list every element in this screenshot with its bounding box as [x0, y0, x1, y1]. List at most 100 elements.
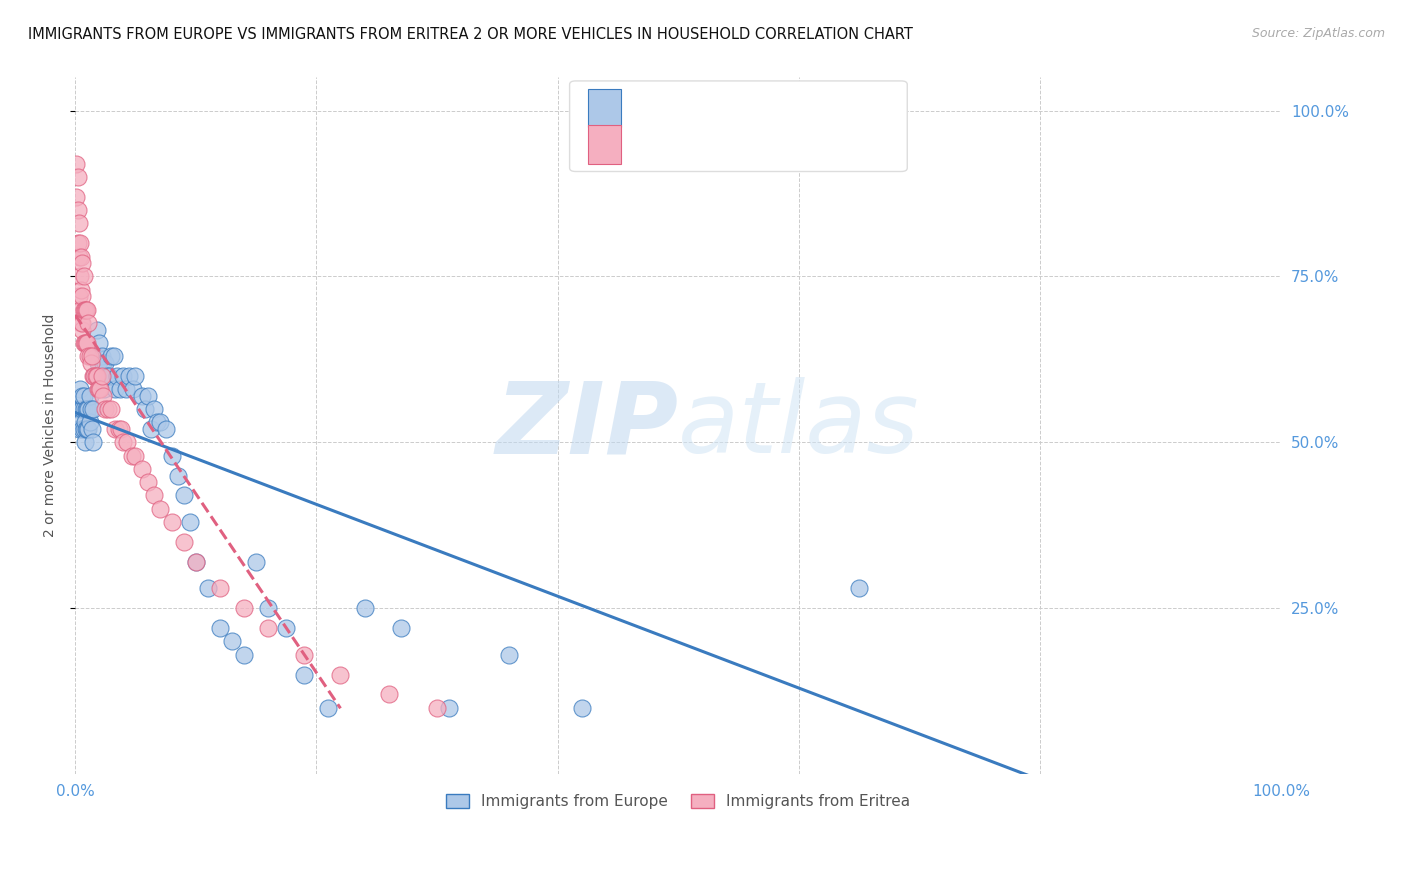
Point [80, 349, 103, 363]
Point [73, 302, 96, 317]
Point [77, 402, 100, 417]
Point [100, 349, 122, 363]
Point [79, 389, 101, 403]
Point [76, 402, 98, 417]
Point [149, 501, 172, 516]
Point [72, 422, 94, 436]
Point [70, 402, 93, 417]
Point [72, 402, 94, 417]
Point [72, 256, 94, 270]
Point [173, 535, 195, 549]
Point [90, 369, 112, 384]
Legend: Immigrants from Europe, Immigrants from Eritrea: Immigrants from Europe, Immigrants from … [440, 788, 917, 815]
Point [91, 356, 114, 370]
Point [848, 582, 870, 596]
Point [65, 157, 87, 171]
Text: N = 77: N = 77 [769, 95, 831, 113]
Point [70, 283, 93, 297]
Point [160, 449, 183, 463]
Point [89, 382, 111, 396]
Point [329, 667, 352, 681]
Point [377, 688, 399, 702]
Point [82, 402, 104, 417]
Point [72, 335, 94, 350]
Point [124, 369, 146, 384]
Point [353, 601, 375, 615]
Point [77, 349, 100, 363]
Point [93, 382, 115, 396]
Point [136, 475, 159, 490]
Point [94, 356, 117, 370]
Point [72, 302, 94, 317]
Point [75, 335, 97, 350]
Point [72, 322, 94, 336]
Point [100, 402, 122, 417]
Point [184, 555, 207, 569]
Point [76, 302, 98, 317]
Point [389, 621, 412, 635]
Point [75, 422, 97, 436]
FancyBboxPatch shape [569, 81, 907, 171]
Text: R = 0.365: R = 0.365 [633, 95, 723, 113]
Point [82, 369, 104, 384]
Point [86, 369, 108, 384]
Point [69, 236, 91, 251]
Point [149, 416, 172, 430]
Point [96, 369, 118, 384]
Point [146, 416, 169, 430]
Point [67, 289, 90, 303]
Point [184, 555, 207, 569]
Point [80, 422, 103, 436]
Point [76, 422, 98, 436]
Point [83, 369, 105, 384]
Bar [588, 88, 621, 127]
Point [103, 349, 125, 363]
Point [118, 369, 141, 384]
Point [233, 601, 256, 615]
Text: atlas: atlas [678, 377, 920, 475]
Point [77, 422, 100, 436]
Point [77, 316, 100, 330]
Point [72, 422, 94, 436]
Point [66, 169, 89, 184]
Text: Source: ZipAtlas.com: Source: ZipAtlas.com [1251, 27, 1385, 40]
Point [105, 369, 128, 384]
Point [257, 621, 280, 635]
Point [136, 389, 159, 403]
Point [233, 648, 256, 662]
Point [69, 302, 91, 317]
Point [70, 416, 93, 430]
Point [80, 356, 103, 370]
Point [82, 435, 104, 450]
Point [86, 322, 108, 336]
Point [292, 667, 315, 681]
Point [108, 382, 131, 396]
Y-axis label: 2 or more Vehicles in Household: 2 or more Vehicles in Household [44, 314, 58, 538]
Point [69, 269, 91, 284]
Point [112, 369, 135, 384]
Point [67, 250, 90, 264]
Point [79, 349, 101, 363]
Point [131, 389, 153, 403]
Point [142, 488, 165, 502]
Point [72, 389, 94, 403]
Point [245, 555, 267, 569]
Point [80, 402, 103, 417]
Point [197, 582, 219, 596]
Point [67, 216, 90, 230]
Bar [588, 126, 621, 164]
Point [83, 369, 105, 384]
Point [73, 435, 96, 450]
Point [179, 515, 201, 529]
Point [141, 422, 163, 436]
Point [173, 488, 195, 502]
Text: IMMIGRANTS FROM EUROPE VS IMMIGRANTS FROM ERITREA 2 OR MORE VEHICLES IN HOUSEHOL: IMMIGRANTS FROM EUROPE VS IMMIGRANTS FRO… [28, 27, 912, 42]
Point [121, 449, 143, 463]
Point [690, 130, 713, 145]
Point [426, 700, 449, 714]
Point [155, 422, 177, 436]
Point [72, 289, 94, 303]
Point [89, 335, 111, 350]
Point [124, 449, 146, 463]
Point [94, 402, 117, 417]
